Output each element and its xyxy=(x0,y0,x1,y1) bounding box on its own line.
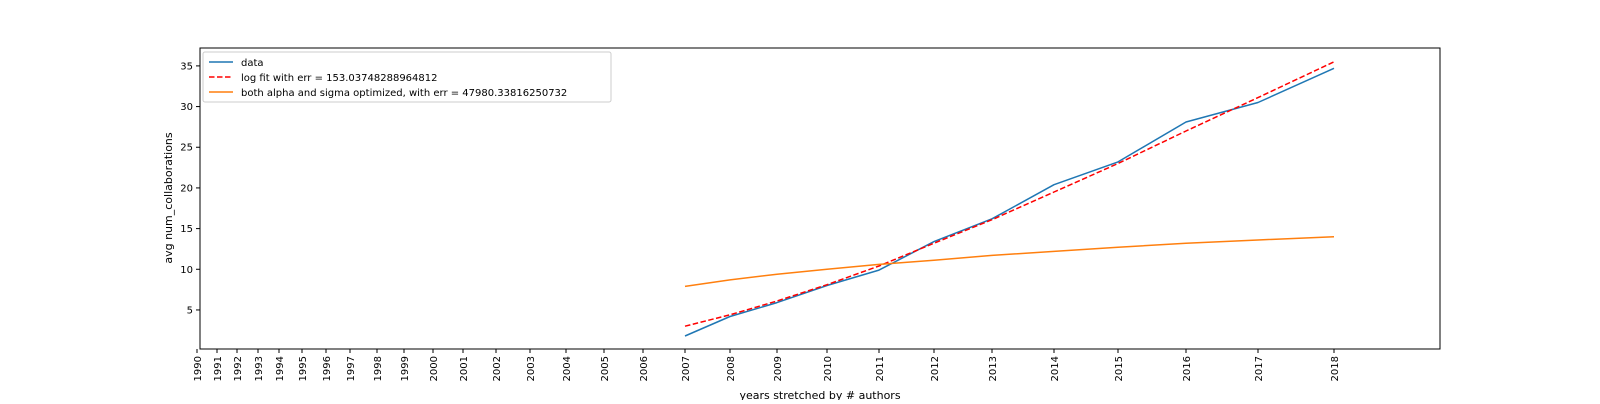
x-tick-label: 2003 xyxy=(526,356,537,381)
x-tick-label: 1991 xyxy=(213,356,224,381)
x-tick-label: 2012 xyxy=(930,356,941,381)
legend: data log fit with err = 153.0374828896481… xyxy=(202,51,612,103)
x-tick-label: 2005 xyxy=(600,356,611,381)
x-tick-label: 1992 xyxy=(233,356,244,381)
y-tick-label: 20 xyxy=(180,183,193,194)
x-tick-label: 1998 xyxy=(373,356,384,381)
x-tick-label: 2011 xyxy=(875,356,886,381)
x-tick-label: 1993 xyxy=(254,356,265,381)
x-tick-label: 1999 xyxy=(400,356,411,381)
y-tick-label: 25 xyxy=(180,143,193,154)
x-tick-label: 2010 xyxy=(823,356,834,381)
plot-frame xyxy=(199,47,1441,350)
x-tick-label: 2014 xyxy=(1050,356,1061,381)
x-tick-label: 1996 xyxy=(322,356,333,381)
y-tick-label: 30 xyxy=(180,102,193,113)
x-tick-label: 2015 xyxy=(1114,356,1125,381)
y-tick-label: 5 xyxy=(187,305,193,316)
x-tick-label: 2002 xyxy=(492,356,503,381)
legend-box xyxy=(202,51,612,103)
x-axis: 1990 1991 1992 1993 1994 1995 1996 1997 1998 1999… xyxy=(193,349,1341,381)
x-tick-label: 1995 xyxy=(298,356,309,381)
legend-label-3: both alpha and sigma optimized, with err… xyxy=(241,88,567,99)
legend-label-1: data xyxy=(241,58,264,69)
y-tick-label: 10 xyxy=(180,265,193,276)
x-tick-label: 2004 xyxy=(562,356,573,381)
x-tick-label: 2001 xyxy=(459,356,470,381)
y-tick-label: 15 xyxy=(180,224,193,235)
x-axis-label: years stretched by # authors xyxy=(739,389,900,400)
y-axis-label: avg num_collaborations xyxy=(162,132,175,264)
x-tick-label: 2000 xyxy=(429,356,440,381)
series-layer xyxy=(684,61,1335,337)
x-tick-label: 2006 xyxy=(639,356,650,381)
x-tick-label: 1994 xyxy=(275,356,286,381)
x-tick-label: 2017 xyxy=(1254,356,1265,381)
x-tick-label: 1990 xyxy=(193,356,204,381)
legend-label-2: log fit with err = 153.03748288964812 xyxy=(241,73,438,84)
x-tick-label: 2018 xyxy=(1330,356,1341,381)
x-tick-label: 2009 xyxy=(773,356,784,381)
y-tick-label: 35 xyxy=(180,61,193,72)
x-tick-label: 2007 xyxy=(681,356,692,381)
x-tick-label: 1997 xyxy=(346,356,357,381)
series-line-1 xyxy=(684,67,1335,337)
y-axis: 5 10 15 20 25 30 35 xyxy=(180,61,200,316)
x-tick-label: 2013 xyxy=(988,356,999,381)
x-tick-label: 2008 xyxy=(726,356,737,381)
series-line-3 xyxy=(684,235,1335,288)
x-tick-label: 2016 xyxy=(1182,356,1193,381)
